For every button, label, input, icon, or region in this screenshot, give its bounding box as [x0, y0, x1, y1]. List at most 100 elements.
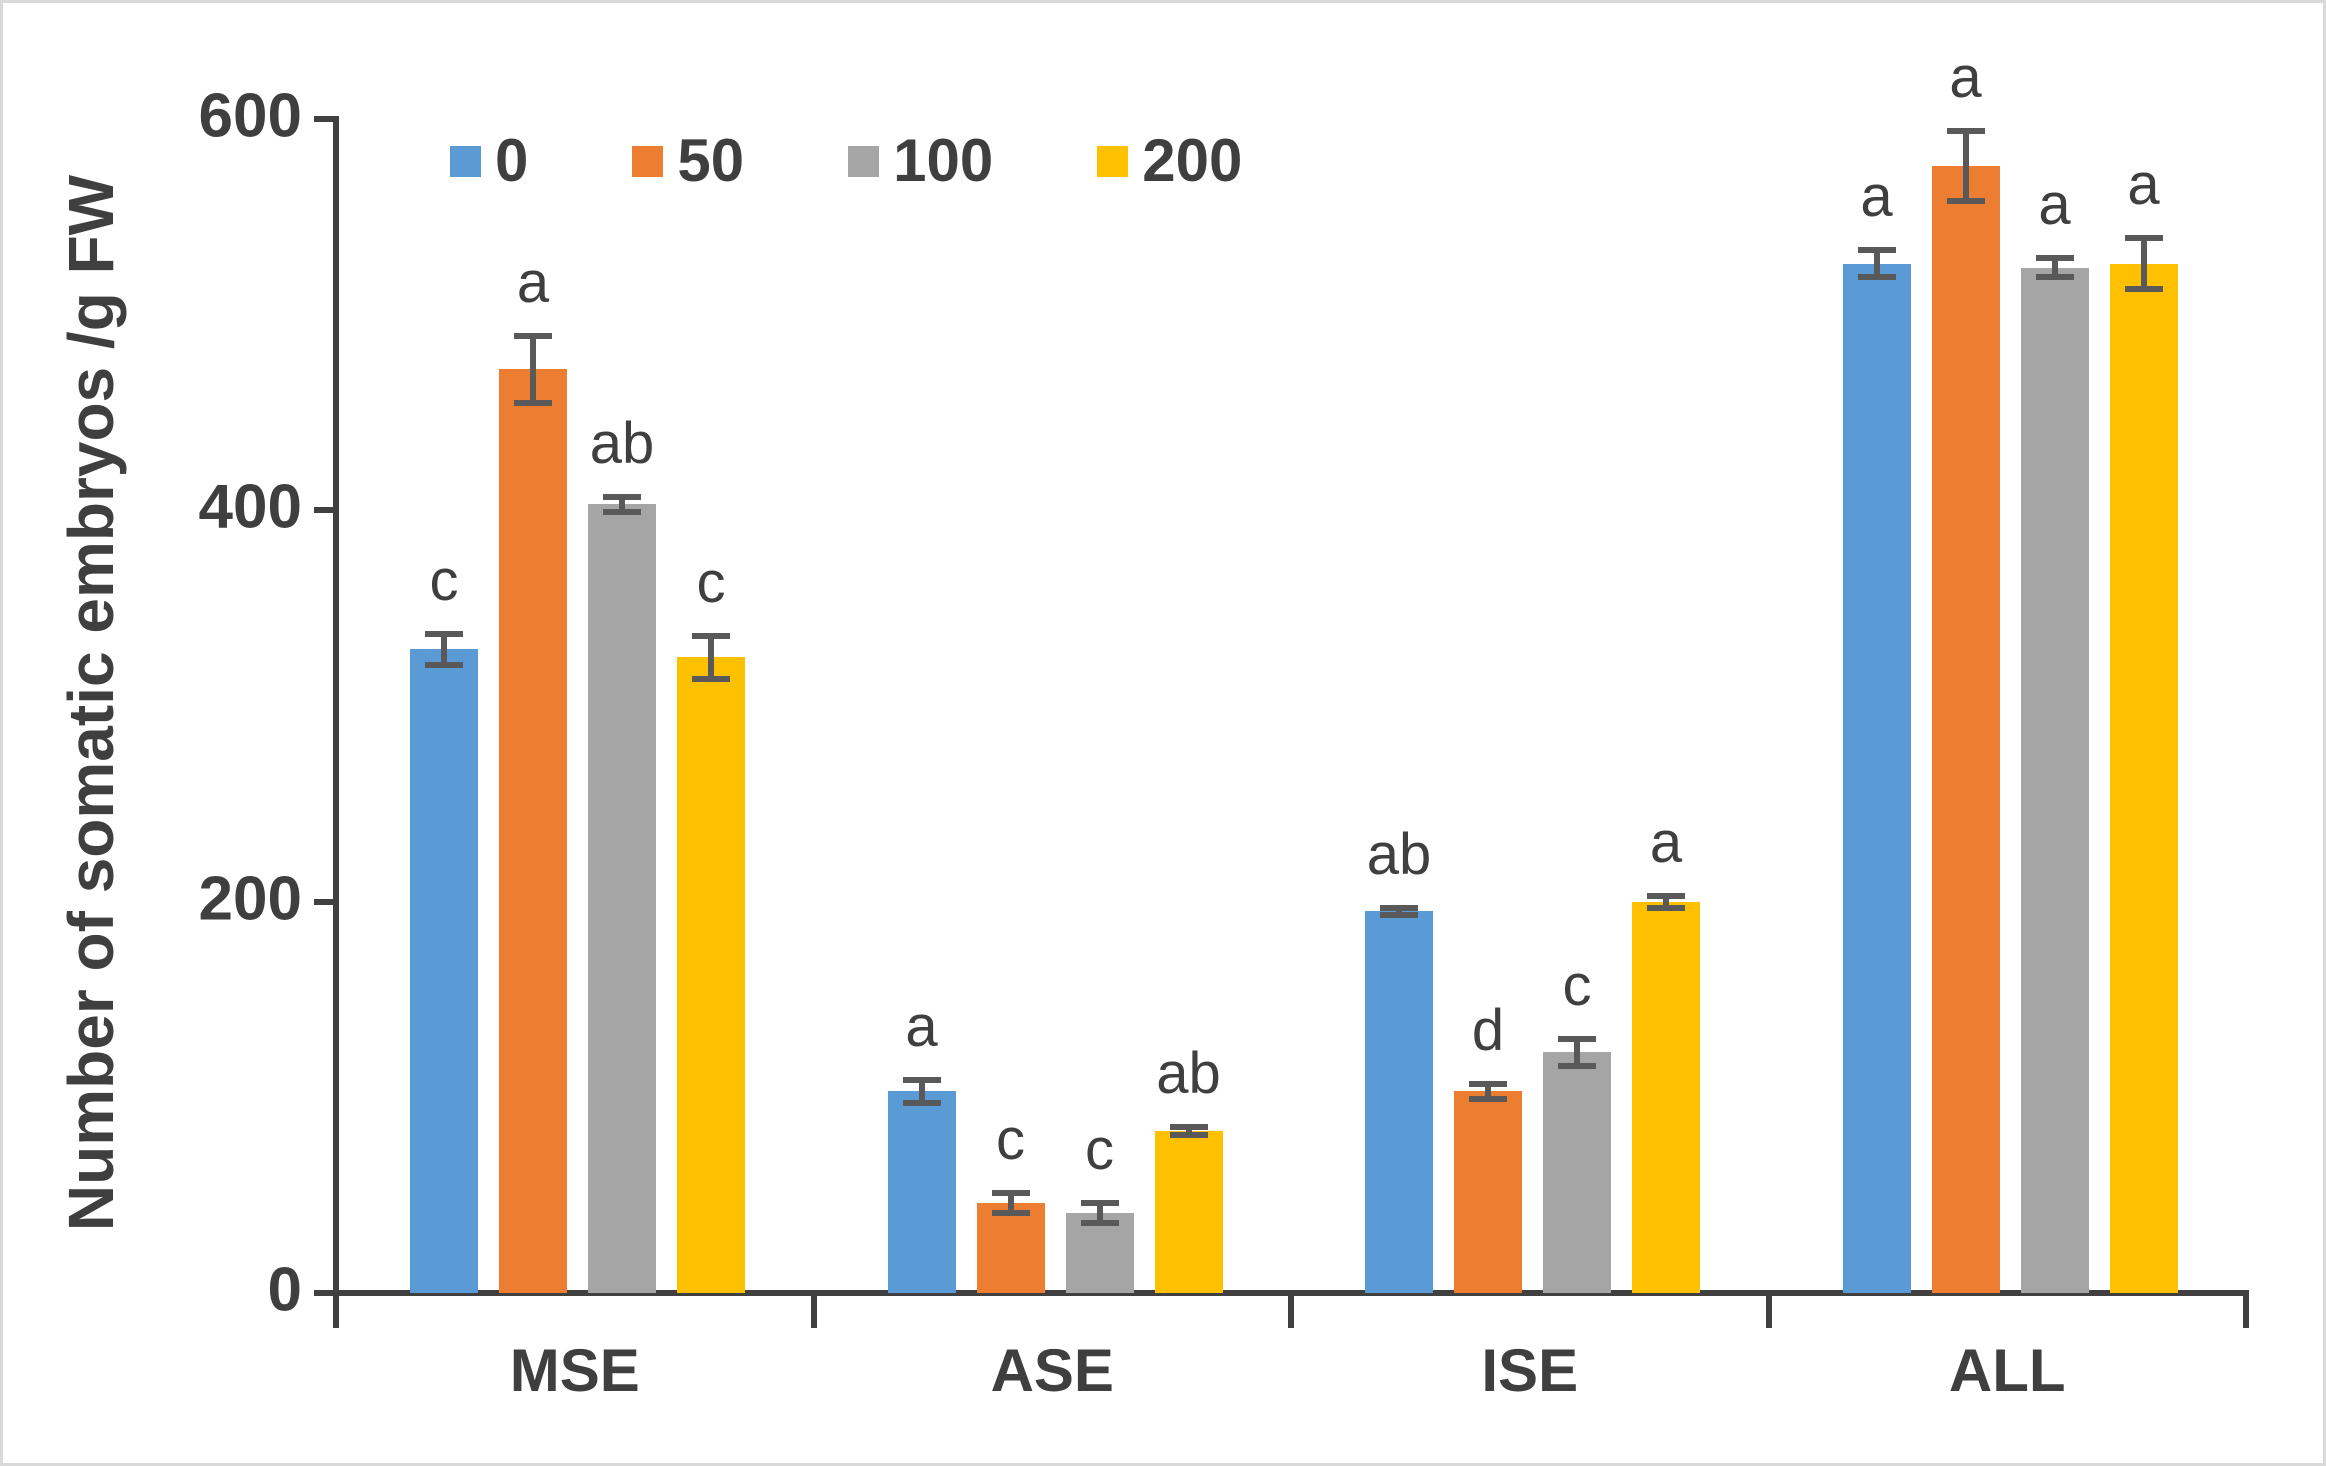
bar-200-MSE	[677, 657, 745, 1293]
error-bar-cap-top	[514, 333, 552, 340]
x-category-label: ISE	[1481, 1337, 1579, 1404]
y-tick-label: 200	[198, 864, 302, 934]
error-bar-line	[1574, 1038, 1580, 1067]
error-bar-line	[530, 336, 536, 403]
error-bar-cap-top	[1647, 892, 1685, 899]
error-bar-cap-top	[603, 493, 641, 500]
bar-200-ASE	[1154, 1130, 1223, 1293]
bar-100-MSE	[588, 504, 656, 1293]
significance-letter: a	[1949, 44, 1982, 110]
legend-item-200: 200	[1097, 131, 1242, 191]
significance-letter: ab	[1156, 1040, 1221, 1106]
y-axis-line	[333, 116, 339, 1328]
legend-swatch-icon	[632, 145, 664, 177]
error-bar-cap-bottom	[1647, 904, 1685, 911]
x-category-label: ASE	[990, 1337, 1114, 1404]
bar-200-ALL	[2109, 263, 2178, 1293]
significance-letter: c	[429, 547, 459, 613]
error-bar-cap-bottom	[603, 509, 641, 516]
significance-letter: a	[905, 993, 938, 1059]
error-bar-line	[918, 1079, 925, 1104]
y-tick-label: 400	[198, 472, 302, 542]
bar-50-MSE	[499, 369, 567, 1293]
x-category-label: ALL	[1948, 1337, 2066, 1404]
significance-letter: c	[1085, 1116, 1114, 1182]
x-category-label: MSE	[509, 1337, 640, 1404]
legend-item-50: 50	[632, 131, 744, 191]
error-bar-cap-top	[1169, 1123, 1208, 1130]
error-bar-cap-top	[2124, 235, 2163, 242]
legend-label: 100	[893, 127, 994, 194]
error-bar-line	[619, 496, 625, 513]
legend-label: 0	[495, 127, 529, 194]
bar-50-ALL	[1931, 165, 2000, 1293]
error-bar-cap-top	[692, 632, 730, 639]
bar-100-ALL	[2020, 267, 2089, 1293]
legend-swatch-icon	[450, 145, 481, 177]
significance-letter: d	[1471, 997, 1505, 1063]
legend-swatch-icon	[848, 145, 880, 177]
error-bar-cap-top	[2035, 254, 2074, 261]
significance-letter: a	[2127, 152, 2160, 218]
error-bar-line	[1663, 895, 1669, 908]
error-bar-cap-bottom	[692, 675, 730, 682]
error-bar-line	[708, 635, 714, 679]
legend-label: 200	[1142, 127, 1243, 194]
error-bar-cap-bottom	[1857, 274, 1896, 281]
significance-letter: ab	[589, 410, 655, 476]
error-bar-cap-bottom	[902, 1100, 941, 1107]
error-bar-cap-bottom	[991, 1209, 1030, 1216]
error-bar-cap-top	[425, 630, 463, 637]
error-bar-cap-bottom	[425, 661, 463, 668]
bar-50-ASE	[976, 1202, 1045, 1293]
significance-letter: a	[2038, 171, 2071, 237]
bar-200-ISE	[1632, 901, 1700, 1293]
bar-50-ISE	[1454, 1091, 1522, 1293]
error-bar-cap-bottom	[1946, 198, 1985, 205]
error-bar-cap-bottom	[1169, 1131, 1208, 1138]
significance-letter: a	[1860, 164, 1893, 230]
legend-label: 50	[677, 127, 745, 194]
x-axis-line	[314, 1290, 2249, 1296]
error-bar-line	[1007, 1193, 1014, 1213]
legend-swatch-icon	[1097, 145, 1129, 177]
plot-area: 0 200 400 600 MSE ASE ISE ALL c a ab a a c d a ab c c a c ab a…	[3, 3, 2323, 1463]
y-tick-label: 600	[198, 81, 302, 151]
error-bar-line	[1485, 1083, 1491, 1100]
error-bar-line	[1873, 250, 1880, 278]
x-axis-boundary-tick	[333, 1293, 339, 1328]
error-bar-cap-bottom	[1469, 1096, 1507, 1103]
error-bar-cap-top	[1080, 1199, 1119, 1206]
error-bar-cap-bottom	[2035, 274, 2074, 281]
error-bar-line	[2140, 238, 2147, 290]
error-bar-cap-top	[1380, 904, 1418, 911]
y-axis-tick	[314, 507, 336, 514]
error-bar-cap-bottom	[2124, 286, 2163, 293]
error-bar-cap-top	[902, 1076, 941, 1083]
significance-letter: a	[516, 250, 550, 316]
y-tick-label: 0	[267, 1255, 302, 1325]
bar-0-ISE	[1365, 911, 1433, 1293]
x-axis-boundary-tick	[1765, 1293, 1772, 1328]
error-bar-cap-top	[1469, 1080, 1507, 1087]
bar-0-ALL	[1842, 263, 1911, 1293]
error-bar-cap-top	[991, 1190, 1030, 1197]
error-bar-line	[2051, 257, 2058, 278]
y-axis-tick	[314, 898, 336, 905]
error-bar-line	[1396, 907, 1402, 916]
error-bar-cap-top	[1558, 1035, 1596, 1042]
significance-letter: c	[696, 549, 726, 615]
error-bar-cap-bottom	[514, 399, 552, 406]
significance-letter: a	[1649, 809, 1683, 875]
bar-100-ASE	[1065, 1212, 1134, 1293]
legend-item-100: 100	[848, 131, 993, 191]
error-bar-line	[1096, 1202, 1103, 1223]
x-axis-boundary-tick	[810, 1293, 817, 1328]
x-axis-boundary-tick	[2243, 1293, 2249, 1328]
significance-letter: ab	[1366, 821, 1432, 887]
significance-letter: c	[996, 1107, 1025, 1173]
error-bar-cap-bottom	[1558, 1063, 1596, 1070]
error-bar-cap-bottom	[1380, 912, 1418, 919]
error-bar-cap-bottom	[1080, 1219, 1119, 1226]
